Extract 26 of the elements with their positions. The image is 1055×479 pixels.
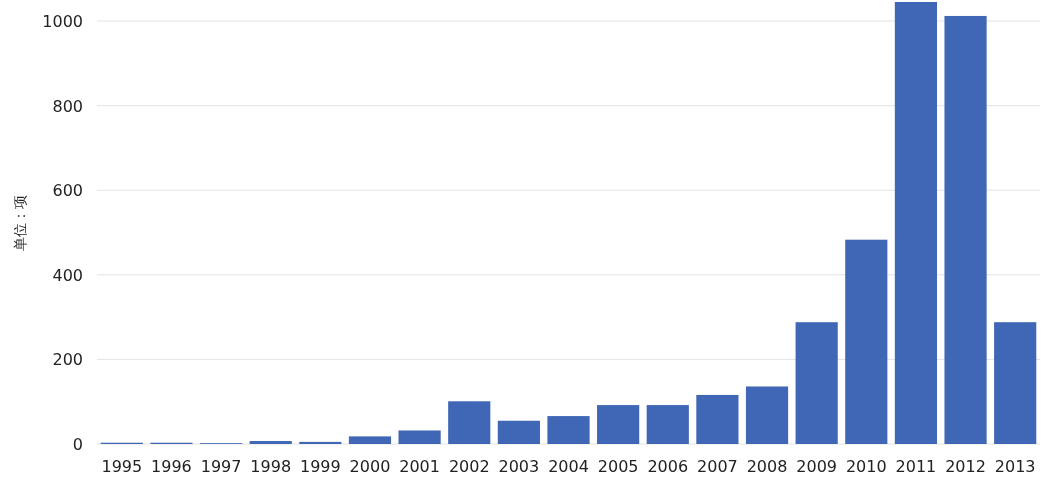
x-tick-label: 2007 <box>697 457 738 476</box>
x-tick-label: 1999 <box>299 457 341 476</box>
x-tick-label: 2008 <box>746 457 788 476</box>
x-tick-label: 2012 <box>945 457 986 476</box>
x-tick-label: 1996 <box>151 457 192 476</box>
x-tick-label: 2001 <box>399 457 440 476</box>
x-tick-label: 1997 <box>200 457 242 476</box>
y-tick-label: 0 <box>72 435 83 454</box>
x-tick-label: 1998 <box>250 457 292 476</box>
y-axis-title: 单位：项 <box>12 195 28 251</box>
x-tick-label: 2011 <box>895 457 937 476</box>
y-tick-label: 400 <box>52 265 83 285</box>
x-tick-label: 2003 <box>498 457 540 476</box>
x-tick-label: 2000 <box>349 457 391 476</box>
x-tick-label: 2009 <box>796 457 838 476</box>
y-tick-label: 200 <box>52 350 83 370</box>
x-tick-label: 2013 <box>994 457 1036 476</box>
x-tick-label: 2002 <box>448 457 490 476</box>
x-tick-label: 2005 <box>597 457 639 476</box>
y-tick-label: 1000 <box>42 12 83 32</box>
x-tick-label: 1995 <box>101 457 143 476</box>
x-tick-label: 2010 <box>845 457 887 476</box>
x-tick-label: 2004 <box>548 457 589 476</box>
y-tick-label: 600 <box>52 181 83 201</box>
x-tick-label: 2006 <box>647 457 689 476</box>
y-tick-label: 800 <box>52 96 83 116</box>
